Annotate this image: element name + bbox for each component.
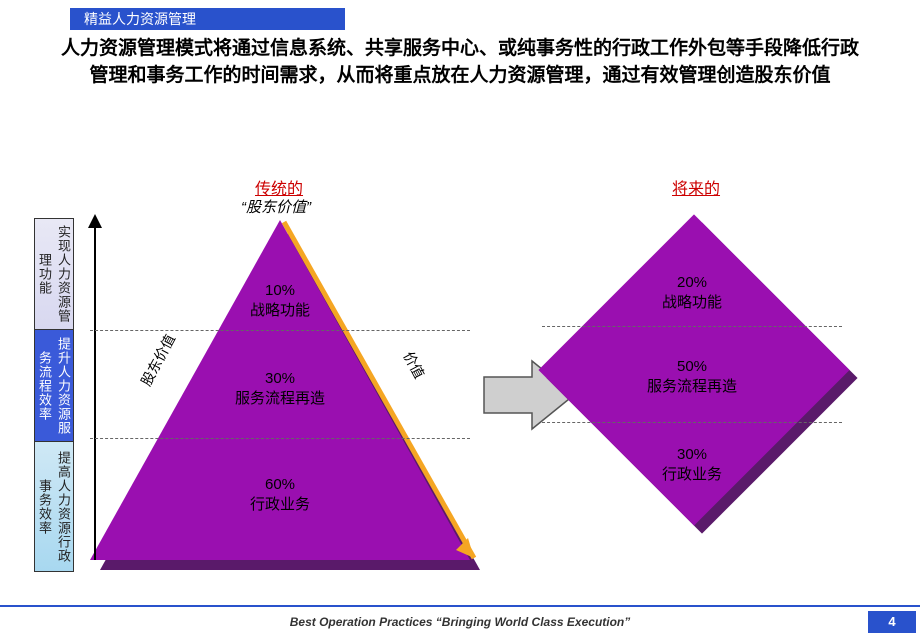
divider-1	[90, 330, 470, 331]
diamond-section-2: 50% 服务流程再造	[542, 358, 842, 396]
sidebar-item-3: 提高人力资源行政事务效率	[34, 442, 74, 572]
future-heading: 将来的	[672, 175, 720, 199]
sidebar-item-2: 提升人力资源服务流程效率	[34, 330, 74, 442]
diamond-section-1: 20% 战略功能	[542, 274, 842, 312]
traditional-subheading: “股东价值”	[241, 196, 311, 217]
footer-divider	[0, 605, 920, 607]
future-diamond: 20% 战略功能 50% 服务流程再造 30% 行政业务	[580, 218, 890, 528]
d-divider-2	[542, 422, 842, 423]
page-title: 人力资源管理模式将通过信息系统、共享服务中心、或纯事务性的行政工作外包等手段降低…	[60, 36, 860, 89]
diamond-content: 20% 战略功能 50% 服务流程再造 30% 行政业务	[542, 234, 842, 514]
sidebar-item-1: 实现人力资源管理功能	[34, 218, 74, 330]
diamond-section-3: 30% 行政业务	[542, 446, 842, 484]
pyramid-section-3: 60% 行政业务	[90, 476, 470, 514]
footer-text: Best Operation Practices “Bringing World…	[0, 615, 920, 629]
pyramid-section-1: 10% 战略功能	[90, 282, 470, 320]
traditional-pyramid: 股东价值 价值 10% 战略功能 30% 服务流程再造 60% 行政业务	[90, 220, 480, 570]
divider-2	[90, 438, 470, 439]
header-label: 精益人力资源管理	[84, 11, 196, 27]
page-number: 4	[868, 611, 916, 633]
sidebar: 实现人力资源管理功能 提升人力资源服务流程效率 提高人力资源行政事务效率	[34, 218, 80, 572]
pyramid-section-2: 30% 服务流程再造	[90, 370, 470, 408]
pyramid-content: 10% 战略功能 30% 服务流程再造 60% 行政业务	[90, 220, 470, 560]
header-band: 精益人力资源管理	[70, 8, 345, 30]
d-divider-1	[542, 326, 842, 327]
